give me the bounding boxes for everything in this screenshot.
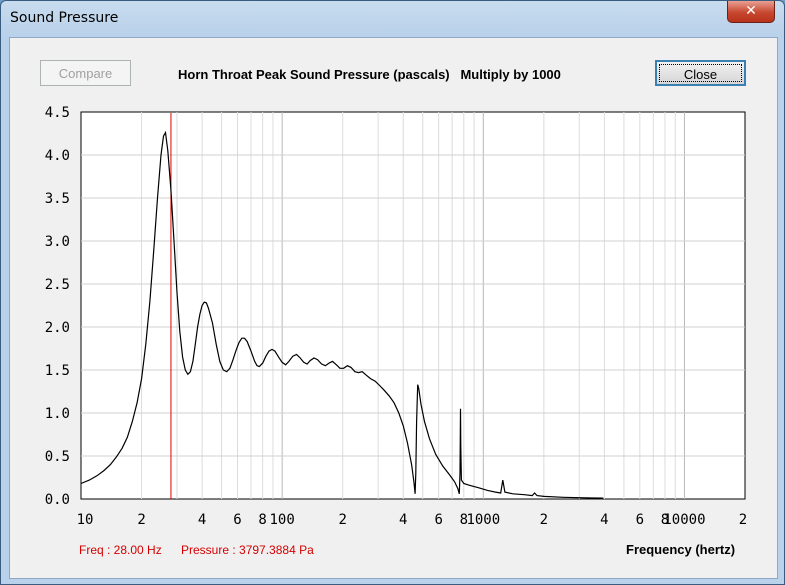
y-tick-label: 3.0	[45, 234, 70, 250]
y-tick-label: 2.0	[45, 320, 70, 336]
x-tick-label: 4	[399, 512, 407, 528]
x-tick-label: 4	[600, 512, 608, 528]
y-tick-label: 3.5	[45, 191, 70, 207]
x-tick-label: 6	[233, 512, 241, 528]
x-tick-label: 8	[258, 512, 266, 528]
compare-button[interactable]: Compare	[40, 60, 131, 86]
grid-lines	[81, 112, 745, 499]
freq-readout: Freq : 28.00 Hz	[79, 543, 162, 557]
x-tick-label: 1000	[466, 512, 500, 528]
y-tick-label: 4.5	[45, 105, 70, 121]
x-axis-label: Frequency (hertz)	[626, 542, 736, 557]
x-tick-label: 10	[77, 512, 94, 528]
chart-title: Horn Throat Peak Sound Pressure (pascals…	[178, 67, 561, 82]
y-tick-label: 1.5	[45, 363, 70, 379]
plot-area	[80, 111, 746, 500]
window-title: Sound Pressure	[10, 10, 119, 26]
x-tick-label: 2	[137, 512, 145, 528]
x-tick-label: 10000	[663, 512, 705, 528]
x-tick-label: 2	[338, 512, 346, 528]
x-tick-label: 2	[540, 512, 548, 528]
y-tick-label: 4.0	[45, 148, 70, 164]
x-tick-label: 100	[270, 512, 295, 528]
series-line-pressure	[80, 130, 604, 499]
x-tick-label: 6	[434, 512, 442, 528]
y-tick-label: 1.0	[45, 406, 70, 422]
y-tick-label: 2.5	[45, 277, 70, 293]
y-tick-label: 0.0	[45, 492, 70, 508]
close-window-button[interactable]: ✕	[727, 1, 775, 23]
x-tick-label: 6	[636, 512, 644, 528]
title-bar[interactable]: Sound Pressure ✕	[1, 1, 784, 37]
y-tick-label: 0.5	[45, 449, 70, 465]
pressure-readout: Pressure : 3797.3884 Pa	[181, 543, 314, 557]
y-axis-ticks: 0.0 0.5 1.0 1.5 2.0 2.5 3.0 3.5 4.0 4.5	[45, 105, 70, 508]
x-tick-label: 8	[661, 512, 669, 528]
close-button[interactable]: Close	[655, 60, 746, 86]
x-tick-label: 2	[739, 512, 747, 528]
x-tick-label: 4	[198, 512, 206, 528]
x-tick-label: 8	[460, 512, 468, 528]
